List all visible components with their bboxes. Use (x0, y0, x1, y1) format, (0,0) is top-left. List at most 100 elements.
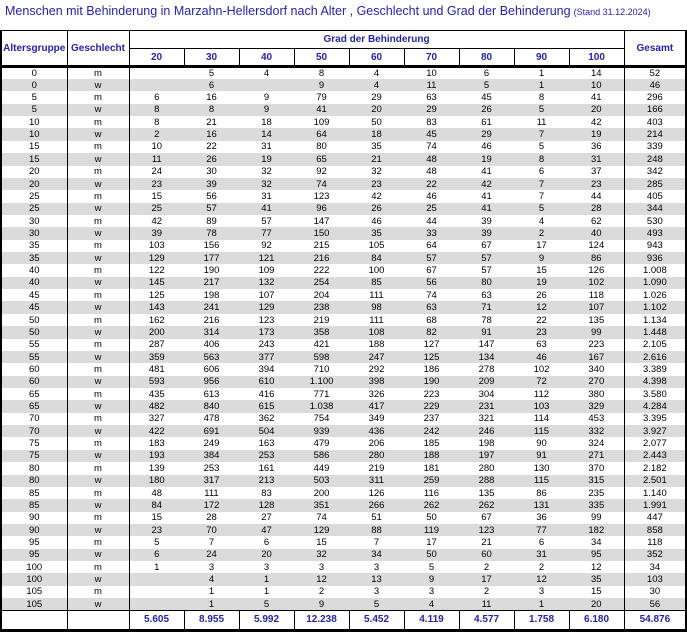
cell-degree-50: 9 (318, 79, 325, 91)
cell-degree-90: 23 (536, 326, 547, 338)
cell-degree-100: 270 (569, 375, 625, 388)
cell-gender: w (67, 598, 130, 611)
cell-degree-100: 23 (569, 177, 625, 191)
cell-degree-40: 57 (261, 215, 272, 227)
cell-degree-50: 254 (313, 277, 330, 289)
cell-degree-70: 127 (423, 339, 440, 351)
cell-age: 105 (1, 598, 68, 611)
cell-degree-100: 167 (569, 350, 625, 364)
cell-degree-30: 4 (208, 574, 215, 586)
cell-degree-70: 82 (426, 326, 437, 338)
table-body: 0 m 5 4 8 4 10 6 1 14 52 0 w 6 9 4 11 5 1 10 46 5 m 6 16 9 79 29 63 4… (1, 66, 687, 611)
cell-degree-70: 262 (423, 499, 440, 511)
cell-degree-90: 115 (533, 475, 550, 487)
cell-degree-100: 335 (569, 499, 625, 512)
cell-degree-60: 436 (368, 425, 385, 437)
cell-degree-50: 92 (316, 166, 327, 178)
cell-degree-90: 7 (538, 178, 545, 190)
cell-degree-70: 259 (423, 475, 440, 487)
cell-degree-80: 57 (481, 265, 492, 277)
cell-age: 0 (1, 79, 68, 92)
cell-degree-30: 241 (203, 302, 220, 314)
cell-degree-40: 362 (258, 413, 275, 425)
cell-degree-30: 1 (208, 598, 215, 610)
cell-degree-30: 89 (206, 215, 217, 227)
cell-degree-70: 48 (426, 166, 437, 178)
table-row-age-55-w: 55 w 359 563 377 598 247 125 134 46 167 2.616 (1, 350, 687, 364)
cell-age: 15 (1, 153, 68, 166)
cell-age: 60 (1, 375, 68, 388)
cell-degree-50: 238 (313, 302, 330, 314)
cell-degree-80: 321 (478, 413, 495, 425)
cell-degree-20: 24 (151, 166, 163, 178)
cell-degree-60: 98 (371, 302, 382, 314)
cell-degree-50: 222 (313, 265, 330, 277)
cell-gender: w (67, 202, 130, 215)
cell-degree-40: 109 (258, 265, 275, 277)
cell-degree-80: 41 (481, 190, 492, 202)
col-header-age: Altersgruppe (0, 30, 68, 67)
cell-degree-100: 14 (569, 66, 625, 79)
cell-degree-40: 92 (261, 240, 272, 252)
cell-degree-60: 50 (371, 116, 382, 128)
cell-degree-50: 586 (313, 450, 330, 462)
cell-degree-80: 6 (483, 68, 490, 79)
col-header-total: Gesamt (623, 30, 687, 67)
cell-degree-100: 124 (569, 239, 625, 253)
cell-degree-20: 15 (151, 512, 163, 524)
cell-degree-20: 10 (151, 141, 163, 153)
cell-degree-20: 180 (148, 475, 165, 487)
cell-age: 55 (1, 350, 68, 364)
table-row-age-55-m: 55 m 287 406 243 421 188 127 147 63 223 2.105 (1, 338, 686, 351)
cell-age: 25 (1, 202, 68, 215)
cell-row-total: 118 (647, 536, 663, 548)
cell-degree-100: 20 (569, 103, 625, 117)
cell-degree-30: 78 (206, 227, 217, 239)
cell-degree-80: 135 (478, 487, 495, 499)
cell-age: 95 (1, 536, 68, 549)
cell-degree-50: 358 (313, 326, 330, 338)
cell-degree-80: 78 (481, 314, 492, 326)
cell-degree-20: 48 (151, 487, 163, 499)
cell-degree-60: 26 (371, 203, 382, 215)
cell-gender: w (67, 548, 130, 562)
cell-degree-70: 22 (426, 178, 437, 190)
cell-age: 100 (1, 573, 68, 586)
cell-degree-90: 91 (536, 450, 547, 462)
col-header-degree-30: 30 (183, 48, 240, 67)
cell-degree-80: 280 (478, 462, 495, 474)
cell-degree-90: 11 (536, 116, 547, 128)
cell-degree-80: 80 (481, 277, 492, 289)
cell-degree-20: 11 (151, 153, 162, 165)
cell-degree-70: 188 (423, 450, 440, 462)
cell-degree-40: 394 (258, 363, 275, 375)
cell-age: 100 (1, 561, 68, 574)
cell-degree-20: 42 (151, 215, 163, 227)
cell-degree-80: 61 (481, 116, 492, 128)
cell-degree-30: 314 (203, 326, 220, 338)
cell-degree-60: 105 (368, 240, 385, 252)
cell-degree-70: 63 (426, 92, 437, 104)
cell-degree-30: 30 (206, 166, 217, 178)
cell-degree-100: 28 (569, 202, 625, 215)
cell-row-total: 3.395 (642, 413, 667, 425)
cell-degree-60: 280 (368, 450, 385, 462)
cell-degree-70: 68 (426, 314, 437, 326)
cell-degree-40: 377 (258, 351, 275, 363)
cell-degree-50: 9 (318, 598, 325, 610)
cell-degree-30: 24 (206, 549, 217, 561)
cell-degree-30: 198 (203, 289, 220, 301)
cell-degree-30: 7 (208, 536, 215, 548)
cell-degree-40: 504 (258, 425, 275, 437)
table-row-age-35-w: 35 w 129 177 121 216 84 57 57 9 86 936 (1, 252, 687, 265)
cell-row-total: 352 (646, 549, 663, 561)
col-header-degree-40: 40 (238, 48, 295, 67)
table-row-age-95-m: 95 m 5 7 6 15 7 17 21 6 34 118 (1, 536, 686, 549)
cell-row-total: 1.102 (642, 302, 667, 314)
cell-row-total: 1.026 (642, 289, 667, 301)
cell-degree-40: 129 (258, 302, 275, 314)
cell-row-total: 4.284 (642, 401, 667, 413)
cell-gender: w (67, 375, 130, 388)
cell-degree-20: 162 (148, 314, 165, 326)
cell-degree-40: 27 (261, 512, 272, 524)
